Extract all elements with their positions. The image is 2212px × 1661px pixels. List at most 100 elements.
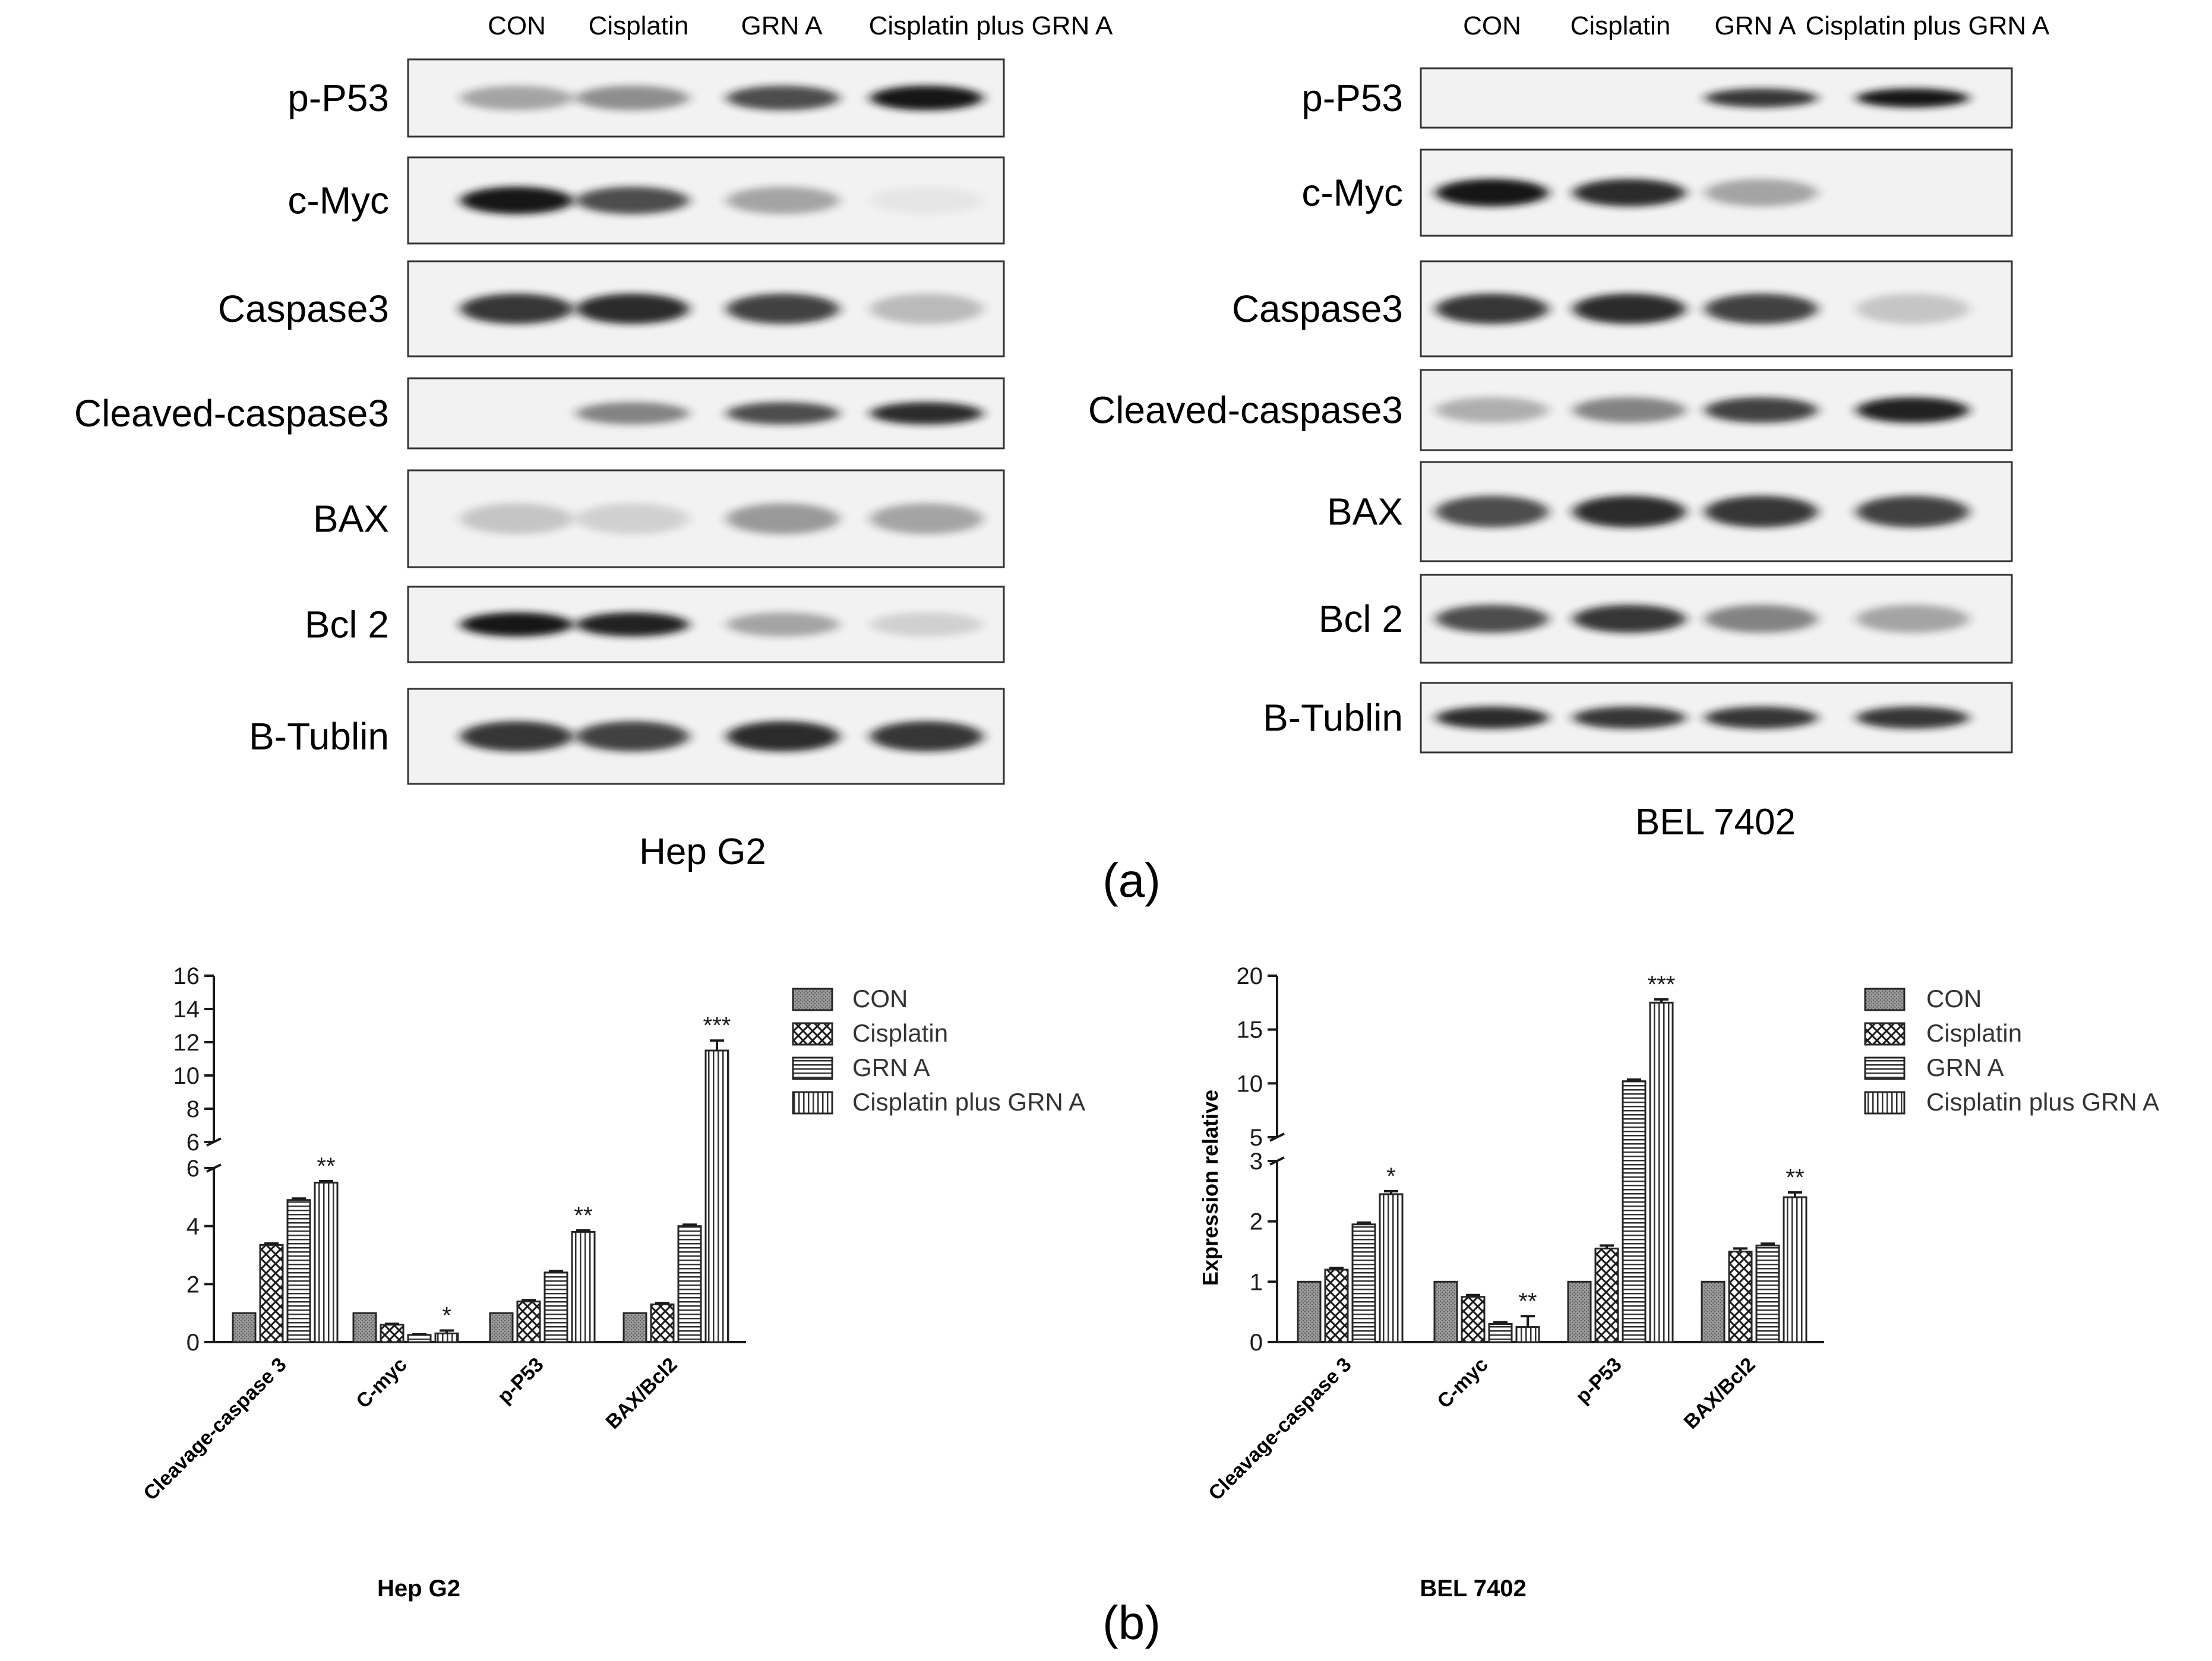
significance-label: *** — [1648, 972, 1676, 998]
blot-row-label: B-Tublin — [249, 715, 389, 758]
legend-label: GRN A — [1926, 1053, 2004, 1081]
chart-bel7402: 0 1 2 35 10 15 20 Expression relative * Cleavage-… — [1198, 963, 2159, 1602]
blot-row-label: Caspase3 — [1232, 287, 1403, 330]
x-tick-label: p-P53 — [1571, 1353, 1626, 1408]
lane-header-grn-a: GRN A — [1715, 11, 1797, 40]
bar-cisplatin-plus-grn-a-c-myc — [434, 1332, 459, 1343]
y-tick-label: 15 — [1237, 1017, 1263, 1043]
blot-rows: p-P53 c-Myc Caspase3 Cleaved-caspase3 BAX Bcl… — [1088, 67, 2013, 754]
y-tick-label: 0 — [1250, 1330, 1263, 1356]
blot-band — [1856, 495, 1969, 528]
bar-cisplatin-bax-bcl2 — [1728, 1251, 1753, 1343]
bar-con-p-p53 — [1567, 1280, 1592, 1343]
significance-label: ** — [574, 1203, 592, 1229]
significance-label: *** — [703, 1013, 731, 1039]
legend-label: CON — [852, 985, 908, 1013]
blot-band — [1705, 495, 1818, 528]
chart-title: Hep G2 — [377, 1575, 460, 1602]
blot-row-bax: BAX — [1327, 461, 2013, 562]
lane-header-cisplatin: Cisplatin — [589, 11, 689, 40]
blot-row-bcl-2: Bcl 2 — [305, 586, 1005, 663]
y-tick-label: 6 — [187, 1156, 200, 1182]
lane-header-con: CON — [1463, 11, 1521, 40]
y-tick-label: 10 — [173, 1063, 200, 1089]
blot-band — [1705, 706, 1818, 729]
blot-band — [726, 402, 839, 425]
y-tick-label: 2 — [187, 1271, 200, 1298]
blot-band — [726, 612, 839, 637]
lane-header-con: CON — [488, 11, 546, 40]
blot-row-label: B-Tublin — [1263, 697, 1403, 739]
y-axis-label: Expression relative — [1198, 1090, 1222, 1286]
y-tick-label: 12 — [173, 1030, 200, 1056]
y-tick-label: 6 — [187, 1130, 200, 1156]
x-tick-label: Cleavage-caspase 3 — [139, 1353, 290, 1505]
significance-label: ** — [1518, 1288, 1537, 1314]
bar-cisplatin-c-myc — [1461, 1296, 1486, 1343]
bar-cisplatin-plus-grn-a-bax-bcl2 — [704, 1049, 729, 1343]
legend-swatch-cisplatin — [792, 1022, 833, 1046]
x-tick-label: Cleavage-caspase 3 — [1204, 1353, 1355, 1505]
bar-cisplatin-p-p53 — [516, 1301, 541, 1343]
bar-con-cleavage-caspase-3 — [1297, 1280, 1322, 1343]
blot-band — [460, 503, 573, 534]
bar-con-c-myc — [352, 1312, 377, 1343]
y-tick-label: 0 — [187, 1330, 200, 1356]
legend-label: Cisplatin — [852, 1019, 948, 1047]
lane-header-grn-a: GRN A — [741, 11, 823, 40]
blot-row-label: Cleaved-caspase3 — [74, 392, 389, 435]
blot-band — [576, 402, 689, 425]
blot-band — [1436, 179, 1549, 207]
blot-band — [726, 86, 839, 110]
y-tick-label: 8 — [187, 1096, 200, 1122]
bar-cisplatin-bax-bcl2 — [650, 1304, 675, 1343]
blot-band — [1705, 397, 1818, 423]
blot-row-cleaved-caspase3: Cleaved-caspase3 — [74, 377, 1005, 450]
bar-cisplatin-cleavage-caspase-3 — [1324, 1268, 1349, 1343]
legend-label: CON — [1926, 985, 1982, 1013]
blot-row-label: BAX — [313, 498, 389, 540]
blot-band — [1436, 293, 1549, 324]
bar-grn-a-p-p53 — [1622, 1080, 1647, 1343]
blot-band — [576, 721, 689, 752]
lane-headers: CON Cisplatin GRN A Cisplatin plus GRN A — [1463, 11, 2050, 40]
bar-cisplatin-plus-grn-a-bax-bcl2 — [1783, 1196, 1807, 1343]
y-tick-label: 1 — [1250, 1269, 1263, 1295]
bar-cisplatin-cleavage-caspase-3 — [259, 1244, 284, 1343]
bar-con-bax-bcl2 — [1701, 1280, 1726, 1343]
legend-swatch-grn-a — [1864, 1056, 1906, 1080]
y-tick-label: 4 — [187, 1214, 200, 1240]
bar-cisplatin-p-p53 — [1594, 1247, 1619, 1343]
blot-band — [576, 293, 689, 324]
blot-row-b-tublin: B-Tublin — [249, 688, 1005, 785]
legend-label: Cisplatin plus GRN A — [1926, 1088, 2159, 1116]
blot-band — [1573, 495, 1686, 528]
blot-band — [870, 186, 983, 214]
blot-band — [1436, 706, 1549, 729]
blot-band — [1705, 179, 1818, 207]
chart-title: BEL 7402 — [1420, 1575, 1526, 1602]
blot-band — [1573, 179, 1686, 207]
lane-header-combo: Cisplatin plus GRN A — [1806, 11, 2050, 40]
bar-con-p-p53 — [489, 1312, 514, 1343]
blot-row-p-p53: p-P53 — [287, 58, 1005, 138]
blot-band — [1856, 293, 1969, 324]
y-tick-label: 3 — [1250, 1149, 1263, 1175]
blot-row-b-tublin: B-Tublin — [1263, 682, 2013, 754]
y-tick-label: 14 — [173, 996, 200, 1023]
blot-band — [576, 612, 689, 637]
blot-band — [1856, 605, 1969, 633]
panel-b-label: (b) — [1102, 1596, 1161, 1649]
blot-row-label: Cleaved-caspase3 — [1088, 389, 1403, 432]
blot-band — [726, 503, 839, 534]
blot-band — [460, 86, 573, 110]
blot-band — [870, 293, 983, 324]
blot-row-bax: BAX — [313, 469, 1005, 568]
x-tick-label: BAX/Bcl2 — [602, 1353, 682, 1434]
bar-grn-a-p-p53 — [543, 1271, 568, 1343]
blot-band — [1856, 397, 1969, 423]
significance-label: ** — [1786, 1165, 1804, 1191]
blot-band — [726, 186, 839, 214]
blot-row-c-myc: c-Myc — [1301, 148, 2013, 237]
bar-cisplatin-plus-grn-a-cleavage-caspase-3 — [314, 1181, 339, 1343]
